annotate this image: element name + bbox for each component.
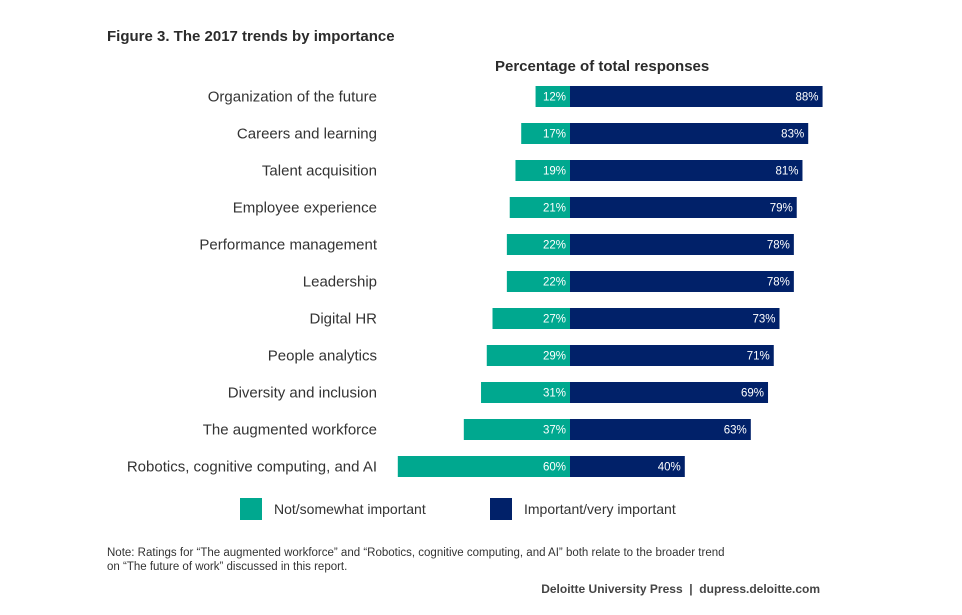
footnote-line-1: Note: Ratings for “The augmented workfor… xyxy=(107,547,725,559)
bar-not-important xyxy=(506,271,570,292)
bar-important xyxy=(570,271,794,292)
bar-important xyxy=(570,160,803,181)
value-label-important: 78% xyxy=(767,277,790,289)
legend-item-not-important: Not/somewhat important xyxy=(240,498,426,520)
category-label: Talent acquisition xyxy=(262,163,377,180)
bar-row-diversity-and-inclusion: Diversity and inclusion 31% 69% xyxy=(228,382,769,403)
bar-not-important xyxy=(509,197,570,218)
bar-row-organization-of-the-future: Organization of the future 12% 88% xyxy=(208,86,823,107)
value-label-important: 81% xyxy=(775,166,798,178)
value-label-not-important: 60% xyxy=(543,462,566,474)
value-label-important: 79% xyxy=(770,203,793,215)
footnote-line-2: on “The future of work” discussed in thi… xyxy=(107,561,348,573)
bar-important xyxy=(570,456,685,477)
bar-row-robotics-cognitive-computing-and-ai: Robotics, cognitive computing, and AI 60%… xyxy=(127,456,685,477)
legend-swatch-not-important xyxy=(240,498,262,520)
value-label-not-important: 31% xyxy=(543,388,566,400)
category-label: Employee experience xyxy=(233,200,377,217)
footnote: Note: Ratings for “The augmented workfor… xyxy=(107,546,807,574)
bar-row-talent-acquisition: Talent acquisition 19% 81% xyxy=(262,160,803,181)
bar-important xyxy=(570,197,797,218)
value-label-important: 40% xyxy=(658,462,681,474)
category-label: The augmented workforce xyxy=(203,422,377,439)
legend: Not/somewhat important Important/very im… xyxy=(0,498,962,522)
category-label: Digital HR xyxy=(309,311,377,328)
category-label: Robotics, cognitive computing, and AI xyxy=(127,459,377,476)
bar-important xyxy=(570,382,769,403)
bar-important xyxy=(570,419,751,440)
category-label: Diversity and inclusion xyxy=(228,385,377,402)
bar-row-the-augmented-workforce: The augmented workforce 37% 63% xyxy=(203,419,751,440)
value-label-not-important: 12% xyxy=(543,92,566,104)
value-label-not-important: 22% xyxy=(543,277,566,289)
category-label: Organization of the future xyxy=(208,89,377,106)
legend-label-not-important: Not/somewhat important xyxy=(274,501,426,517)
bar-not-important xyxy=(486,345,570,366)
category-label: People analytics xyxy=(268,348,377,365)
category-label: Careers and learning xyxy=(237,126,377,143)
value-label-important: 73% xyxy=(752,314,775,326)
bar-not-important xyxy=(481,382,570,403)
source-credit: Deloitte University Press | dupress.delo… xyxy=(541,582,820,596)
legend-label-important: Important/very important xyxy=(524,501,676,517)
chart-subtitle: Percentage of total responses xyxy=(495,58,710,75)
value-label-important: 83% xyxy=(781,129,804,141)
bar-row-leadership: Leadership 22% 78% xyxy=(303,271,794,292)
bar-not-important xyxy=(492,308,570,329)
value-label-not-important: 27% xyxy=(543,314,566,326)
bar-not-important xyxy=(535,86,570,107)
value-label-important: 63% xyxy=(724,425,747,437)
bar-row-digital-hr: Digital HR 27% 73% xyxy=(309,308,780,329)
bar-not-important xyxy=(521,123,570,144)
bar-important xyxy=(570,86,823,107)
value-label-important: 88% xyxy=(796,92,819,104)
category-label: Performance management xyxy=(199,237,377,254)
legend-swatch-important xyxy=(490,498,512,520)
bar-important xyxy=(570,308,780,329)
value-label-important: 69% xyxy=(741,388,764,400)
value-label-not-important: 17% xyxy=(543,129,566,141)
value-label-important: 78% xyxy=(767,240,790,252)
bar-not-important xyxy=(506,234,570,255)
value-label-important: 71% xyxy=(747,351,770,363)
value-label-not-important: 29% xyxy=(543,351,566,363)
bar-chart: Organization of the future 12% 88% Careers … xyxy=(127,86,823,477)
value-label-not-important: 22% xyxy=(543,240,566,252)
bar-important xyxy=(570,123,809,144)
value-label-not-important: 19% xyxy=(543,166,566,178)
bar-important xyxy=(570,234,794,255)
bar-row-people-analytics: People analytics 29% 71% xyxy=(268,345,774,366)
bar-important xyxy=(570,345,774,366)
bar-not-important xyxy=(463,419,570,440)
legend-item-important: Important/very important xyxy=(490,498,676,520)
bar-not-important xyxy=(397,456,570,477)
value-label-not-important: 21% xyxy=(543,203,566,215)
value-label-not-important: 37% xyxy=(543,425,566,437)
bar-row-performance-management: Performance management 22% 78% xyxy=(199,234,794,255)
category-label: Leadership xyxy=(303,274,377,291)
bar-not-important xyxy=(515,160,570,181)
bar-row-employee-experience: Employee experience 21% 79% xyxy=(233,197,797,218)
figure-title: Figure 3. The 2017 trends by importance xyxy=(107,28,395,45)
bar-row-careers-and-learning: Careers and learning 17% 83% xyxy=(237,123,809,144)
